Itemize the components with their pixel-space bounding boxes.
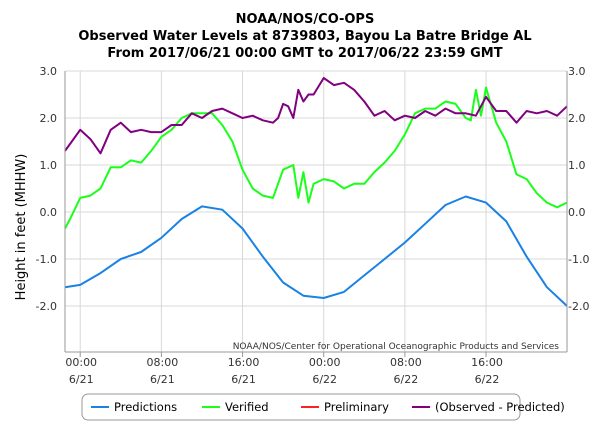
y-tick-label-left: 3.0	[40, 65, 58, 78]
chart-subtitle-1: Observed Water Levels at 8739803, Bayou …	[78, 29, 531, 44]
x-tick-date: 6/22	[394, 373, 419, 386]
legend-label-predictions: Predictions	[114, 400, 177, 414]
y-tick-label-right: 1.0	[568, 159, 586, 172]
chart-title: NOAA/NOS/CO-OPS	[236, 12, 375, 27]
x-tick-date: 6/22	[475, 373, 500, 386]
x-tick-time: 16:00	[471, 356, 503, 369]
x-tick-date: 6/21	[69, 373, 94, 386]
y-tick-label-left: -1.0	[36, 253, 57, 266]
y-tick-label-right: 0.0	[568, 206, 586, 219]
y-axis-label: Height in feet (MHHW)	[14, 154, 29, 301]
y-tick-label-left: 2.0	[40, 112, 58, 125]
y-tick-label-left: 0.0	[40, 206, 58, 219]
chart-subtitle-2: From 2017/06/21 00:00 GMT to 2017/06/22 …	[107, 46, 502, 61]
y-tick-label-right: 2.0	[568, 112, 586, 125]
x-tick-time: 16:00	[228, 356, 260, 369]
y-tick-label-right: -1.0	[568, 253, 589, 266]
credit-text: NOAA/NOS/Center for Operational Oceanogr…	[233, 342, 560, 352]
series-line-predictions	[64, 195, 568, 307]
x-tick-time: 08:00	[390, 356, 422, 369]
series-lines	[64, 77, 568, 307]
y-tick-label-left: 1.0	[40, 159, 58, 172]
y-tick-label-left: -2.0	[36, 300, 57, 313]
legend: Predictions Verified Preliminary (Observed …	[81, 393, 565, 421]
x-tick-time: 08:00	[147, 356, 179, 369]
x-tick-time: 00:00	[309, 356, 341, 369]
x-tick-date: 6/21	[231, 373, 256, 386]
x-tick-date: 6/21	[150, 373, 175, 386]
series-line-observed-predicted	[64, 77, 568, 155]
series-line-verified	[64, 86, 568, 229]
grid	[65, 70, 567, 352]
x-tick-date: 6/22	[312, 373, 337, 386]
y-tick-label-right: 3.0	[568, 65, 586, 78]
legend-label-preliminary: Preliminary	[324, 400, 389, 414]
axes: 3.0 3.0 2.0 2.0 1.0 1.0 0.0 0.0 -1.0 -1.0 -2.0 -2.0…	[36, 65, 590, 386]
legend-label-verified: Verified	[225, 400, 269, 414]
x-tick-time: 00:00	[65, 356, 97, 369]
y-tick-label-right: -2.0	[568, 300, 589, 313]
legend-label-observed-predicted: (Observed - Predicted)	[435, 400, 565, 414]
